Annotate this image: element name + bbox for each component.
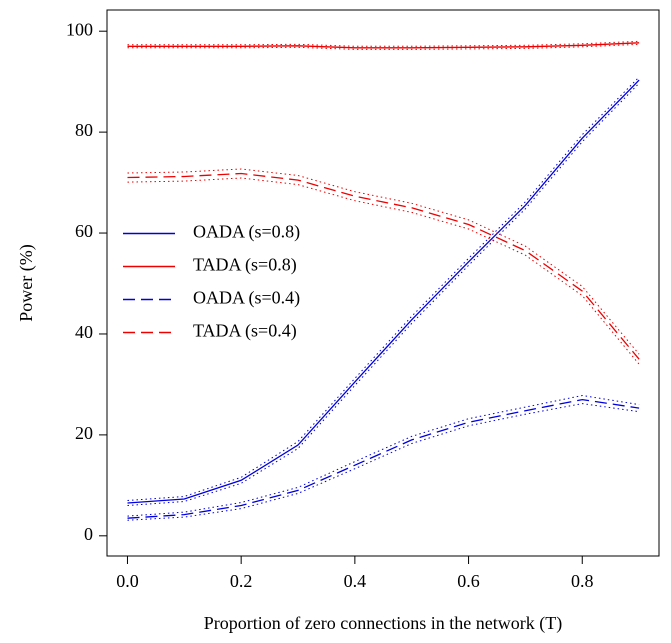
series-line xyxy=(127,172,640,360)
x-tick-label: 0.4 xyxy=(344,571,367,591)
confidence-line xyxy=(127,394,640,517)
y-tick-label: 80 xyxy=(75,120,93,140)
legend-label: TADA (s=0.8) xyxy=(193,255,297,276)
legend-label: OADA (s=0.4) xyxy=(193,288,300,309)
legend-label: OADA (s=0.8) xyxy=(193,222,300,243)
series-line xyxy=(127,398,640,519)
y-tick-label: 60 xyxy=(75,221,93,241)
y-tick-label: 0 xyxy=(84,524,93,544)
legend-label: TADA (s=0.4) xyxy=(193,321,297,342)
y-tick-label: 20 xyxy=(75,423,93,443)
confidence-line xyxy=(127,76,640,501)
y-tick-label: 100 xyxy=(66,19,93,39)
x-tick-label: 0.0 xyxy=(116,571,139,591)
series-line xyxy=(127,79,640,504)
confidence-line xyxy=(127,82,640,506)
confidence-line xyxy=(127,403,640,521)
series-line xyxy=(127,42,640,49)
y-axis-label: Power (%) xyxy=(16,244,37,321)
x-tick-label: 0.2 xyxy=(230,571,253,591)
x-axis-label: Proportion of zero connections in the ne… xyxy=(204,613,562,634)
x-tick-label: 0.6 xyxy=(457,571,480,591)
x-tick-label: 0.8 xyxy=(571,571,594,591)
plot-frame xyxy=(106,9,660,557)
y-tick-label: 40 xyxy=(75,322,93,342)
